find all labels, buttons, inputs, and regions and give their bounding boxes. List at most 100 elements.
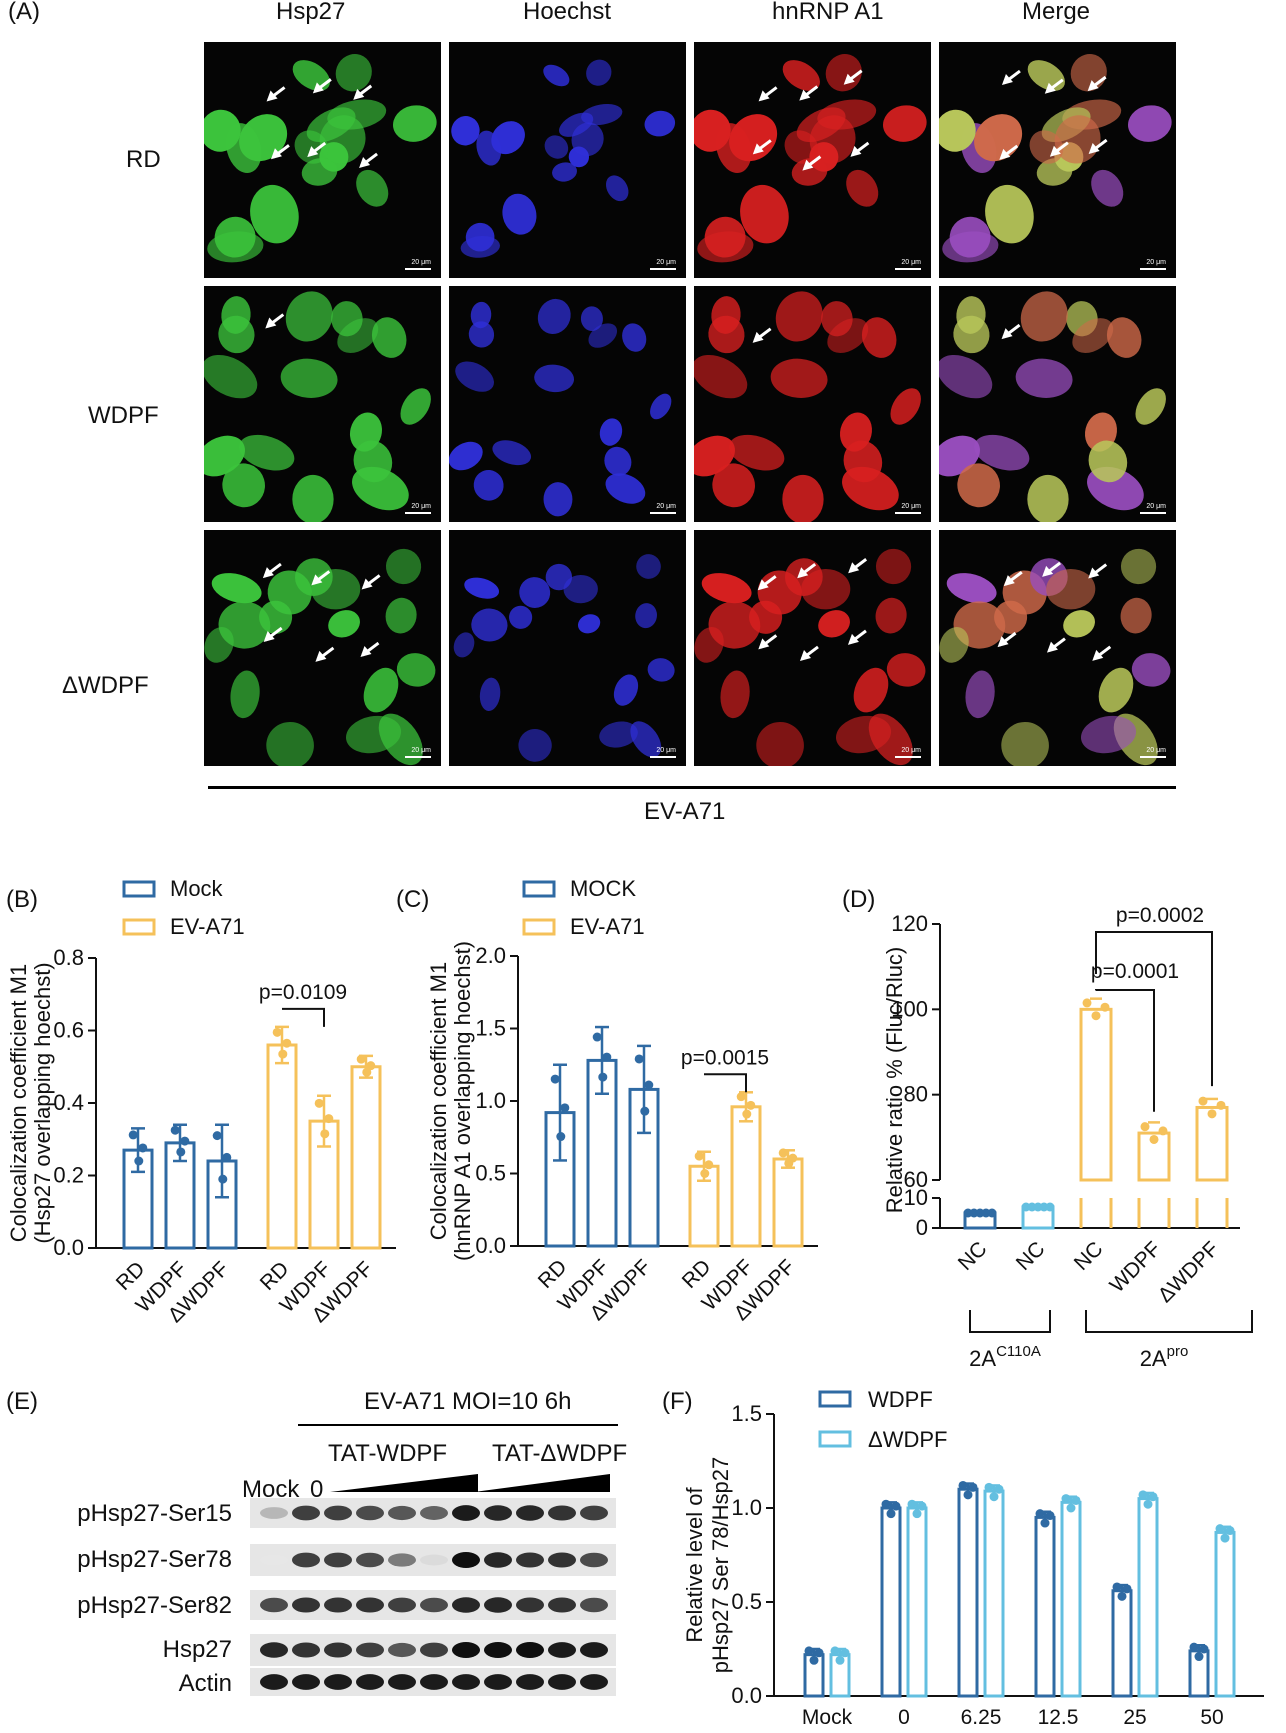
blot-band [580, 1552, 608, 1568]
data-point [176, 1147, 186, 1157]
data-point [917, 1501, 927, 1511]
data-point [809, 1655, 819, 1665]
y-tick-label: 2.0 [475, 943, 506, 968]
cell-blob [613, 674, 639, 706]
blot-band [356, 1552, 384, 1568]
cell-blob [586, 59, 612, 86]
blot-band [260, 1507, 288, 1519]
data-point [272, 1027, 282, 1037]
bracket-label: 2Apro [1140, 1343, 1189, 1371]
p-value-label: p=0.0002 [1116, 904, 1204, 927]
data-point [644, 1080, 654, 1090]
arrow-icon [270, 144, 290, 160]
bar [957, 1487, 979, 1698]
cell-blob [385, 548, 422, 585]
scale-bar [1140, 268, 1166, 270]
blot-label-ser78: pHsp27-Ser78 [77, 1546, 232, 1573]
blot-band [516, 1597, 544, 1613]
data-point [278, 1049, 288, 1059]
scale-bar [405, 512, 431, 514]
cell-blob [827, 318, 869, 354]
y-tick-label: 0.8 [53, 945, 84, 970]
blot-band [324, 1552, 352, 1568]
blot-band [388, 1674, 416, 1690]
blot-band [260, 1674, 288, 1690]
chart-f: 0.0 0.5 1.0 1.5 Relative level of pHsp27 Ser … [682, 1387, 1264, 1729]
blot-band [452, 1552, 480, 1568]
row-label-rd: RD [126, 146, 161, 173]
blot-band [292, 1642, 320, 1658]
blot-band [484, 1597, 512, 1613]
data-point [640, 1106, 650, 1116]
micrograph-wdpf-1: 20 μm [449, 286, 686, 522]
panel-e-label: (E) [6, 1388, 38, 1415]
cell-blob [875, 597, 907, 634]
bar [906, 1506, 928, 1698]
data-point [598, 1072, 608, 1082]
blot-band [292, 1674, 320, 1690]
data-point [891, 1501, 901, 1511]
arrow-icon [999, 144, 1019, 160]
arrow-icon [799, 645, 819, 661]
cell-blob [775, 291, 823, 342]
cell-blob [846, 169, 879, 207]
blot-band [548, 1505, 576, 1521]
cell-blob [292, 60, 330, 91]
cell-blob [843, 440, 883, 483]
scale-label: 20 μm [901, 259, 921, 266]
data-point [314, 1098, 324, 1108]
bar [1079, 1007, 1113, 1182]
group-bracket-pro [1085, 1310, 1253, 1333]
blot-band [388, 1553, 416, 1567]
bar [1060, 1500, 1082, 1698]
blot-band [324, 1597, 352, 1613]
panel-f-label: (F) [662, 1388, 693, 1415]
cell-blob [502, 193, 537, 235]
cell-blob [729, 434, 785, 471]
blot-band [516, 1674, 544, 1690]
data-point [1207, 1109, 1217, 1119]
wdpf-gradient-wedge [330, 1474, 478, 1492]
legend-swatch [818, 1390, 852, 1408]
blot-band [388, 1597, 416, 1613]
arrow-icon [266, 86, 286, 102]
cell-blob [801, 568, 851, 610]
arrow-icon [850, 141, 870, 157]
blot-group-dwdpf: TAT-ΔWDPF [492, 1440, 628, 1467]
blot-band [260, 1597, 288, 1613]
cell-blob [1088, 440, 1128, 483]
cell-blob [280, 358, 338, 398]
x-tick-label: NC [954, 1237, 992, 1275]
cell-blob [599, 721, 638, 748]
scale-bar [650, 756, 676, 758]
blot-lane-zero: 0 [310, 1476, 324, 1503]
y-tick-label: 100 [891, 996, 928, 1021]
blot-band [580, 1642, 608, 1658]
data-point [138, 1143, 148, 1153]
blot-band [356, 1505, 384, 1521]
micrograph-dwdpf-3: 20 μm [939, 530, 1176, 766]
data-point [984, 1482, 994, 1492]
y-tick-label: 0.0 [53, 1235, 84, 1260]
data-point [1040, 1518, 1050, 1528]
significance-bracket [1095, 931, 1213, 1087]
blot-band [420, 1554, 448, 1566]
data-point [1122, 1584, 1132, 1594]
cell-blob [492, 440, 532, 466]
cell-blob [1098, 667, 1134, 713]
micrograph-wdpf-2: 20 μm [694, 286, 931, 522]
blot-band [452, 1642, 480, 1658]
cell-blob [537, 298, 571, 335]
cell-blob [622, 323, 647, 352]
data-point [1215, 1524, 1225, 1534]
arrow-icon [843, 69, 863, 85]
cell-blob [1135, 388, 1166, 425]
arrow-icon [752, 139, 772, 155]
cell-blob [729, 114, 778, 162]
cell-blob [697, 231, 754, 263]
legend-label: ΔWDPF [868, 1427, 947, 1452]
data-point [963, 1490, 973, 1500]
arrow-icon [1003, 570, 1023, 587]
cell-blob [285, 291, 333, 342]
bracket-label: 2AC110A [969, 1343, 1041, 1371]
